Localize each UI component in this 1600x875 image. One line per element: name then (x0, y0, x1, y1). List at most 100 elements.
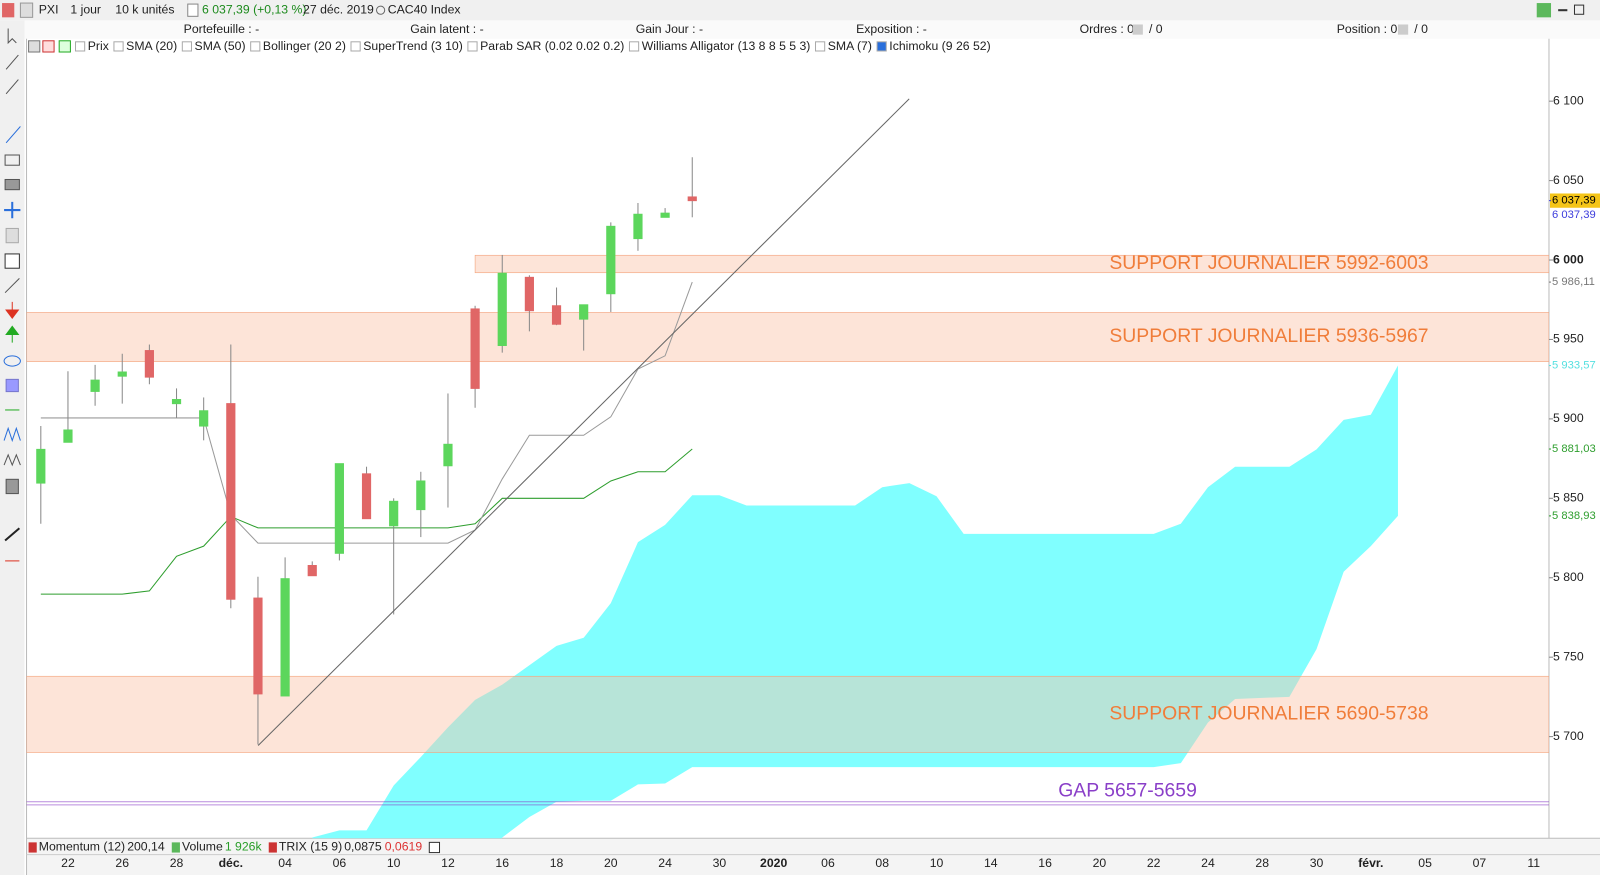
maximize[interactable] (1573, 4, 1585, 15)
tool[interactable] (3, 355, 21, 367)
icon[interactable] (2, 3, 15, 18)
candle-body (687, 196, 697, 202)
tool[interactable] (3, 453, 21, 467)
legend-icon (28, 40, 41, 53)
x-tick-label: 28 (1255, 856, 1269, 870)
indicator-checkbox (876, 41, 887, 52)
trend-line[interactable] (257, 98, 910, 746)
indicator-value: 0,0875 (344, 840, 382, 854)
x-tick-label: 16 (495, 856, 509, 870)
tool[interactable] (5, 54, 19, 70)
x-tick-label: 2020 (760, 856, 787, 870)
tool[interactable] (5, 227, 19, 244)
indicator-checkbox (181, 41, 192, 52)
support-zone (26, 312, 1549, 363)
indicator[interactable]: Parab SAR (0.02 0.02 0.2) (480, 39, 624, 53)
candle-body (90, 379, 100, 392)
support-zone (474, 254, 1549, 274)
indicator-swatch (268, 842, 277, 853)
tool[interactable] (5, 301, 20, 320)
indicator-swatch (28, 842, 37, 853)
indicator-name[interactable]: TRIX (15 9) (279, 840, 342, 854)
indicator-swatch (171, 842, 180, 853)
indicator-checkbox (250, 41, 261, 52)
y-tick-label: 5 700 (1553, 729, 1584, 743)
indicator[interactable]: SuperTrend (3 10) (363, 39, 463, 53)
x-tick-label: 18 (550, 856, 564, 870)
indicator-checkbox (814, 41, 826, 52)
indicator[interactable]: Ichimoku (9 26 52) (889, 39, 990, 53)
info-icon[interactable] (187, 3, 199, 17)
last-value-label: 5 986,11 (1552, 276, 1595, 288)
orders-2: / 0 (1149, 22, 1163, 36)
indicator[interactable]: Bollinger (20 2) (263, 39, 346, 53)
x-tick-label: 11 (1527, 856, 1540, 870)
x-tick-label: 14 (984, 856, 998, 870)
candle-body (171, 398, 182, 405)
candle-body (497, 272, 507, 347)
indicator[interactable]: Prix (88, 39, 109, 53)
date: 27 déc. 2019 (303, 2, 374, 16)
x-tick-label: 07 (1473, 856, 1487, 870)
indicator-line (40, 281, 693, 544)
legend-icon (42, 40, 55, 53)
tool[interactable] (7, 28, 17, 45)
orders: Ordres : 0 (1080, 22, 1135, 36)
indicator-checkbox (628, 41, 640, 52)
tool[interactable] (5, 378, 19, 393)
icon[interactable] (1536, 3, 1552, 18)
y-tick-label: 5 800 (1553, 570, 1584, 584)
indicator-name[interactable]: Volume (182, 840, 223, 854)
x-tick-label: 10 (930, 856, 944, 870)
candle-body (280, 578, 290, 697)
y-tick-label: 5 750 (1553, 649, 1584, 663)
tool[interactable] (4, 527, 21, 542)
tool[interactable] (4, 253, 20, 269)
period[interactable]: 1 jour (70, 2, 101, 16)
gap-label: GAP 5657-5659 (1058, 780, 1197, 802)
latent-gain: Gain latent : - (410, 22, 483, 36)
indicator[interactable]: SMA (7) (828, 39, 872, 53)
tool[interactable] (4, 201, 21, 219)
x-tick-label: 20 (604, 856, 618, 870)
y-tick-label: 6 000 (1553, 252, 1584, 266)
x-tick-label: 20 (1093, 856, 1107, 870)
y-tick-label: 6 100 (1553, 93, 1584, 107)
radio[interactable] (376, 5, 386, 15)
indicator-line (40, 448, 693, 595)
tool[interactable] (5, 478, 19, 495)
legend-icon (58, 40, 71, 53)
candle-body (334, 463, 344, 554)
zone-label: SUPPORT JOURNALIER 5992-6003 (1109, 252, 1428, 274)
candle-body (606, 225, 616, 295)
y-tick-label: 6 050 (1553, 173, 1584, 187)
tool[interactable] (4, 278, 20, 294)
tool[interactable] (5, 126, 21, 144)
symbol[interactable]: PXI (39, 2, 59, 16)
candle-body (36, 448, 46, 484)
icon[interactable] (19, 2, 34, 18)
tool[interactable] (5, 325, 20, 343)
icon[interactable] (1132, 24, 1143, 35)
tool[interactable] (4, 154, 20, 166)
day-gain: Gain Jour : - (636, 22, 703, 36)
position-2: / 0 (1414, 22, 1428, 36)
tool[interactable] (5, 79, 19, 95)
candle-body (470, 308, 480, 389)
candle-body (660, 212, 670, 218)
indicator-value: 0,0619 (385, 840, 423, 854)
footer (26, 838, 1600, 875)
indicator-name[interactable]: Momentum (12) (39, 840, 125, 854)
candle-body (226, 403, 236, 600)
indicator[interactable]: SMA (20) (126, 39, 177, 53)
indicator[interactable]: Williams Alligator (13 8 8 5 5 3) (642, 39, 811, 53)
info-bar (0, 20, 1600, 39)
tool[interactable] (4, 178, 20, 191)
units[interactable]: 10 k unités (115, 2, 174, 16)
tools (3, 28, 21, 562)
tool[interactable] (3, 426, 21, 443)
x-tick-label: déc. (219, 856, 243, 870)
icon[interactable] (428, 841, 441, 854)
icon[interactable] (1397, 24, 1409, 35)
indicator[interactable]: SMA (50) (195, 39, 246, 53)
